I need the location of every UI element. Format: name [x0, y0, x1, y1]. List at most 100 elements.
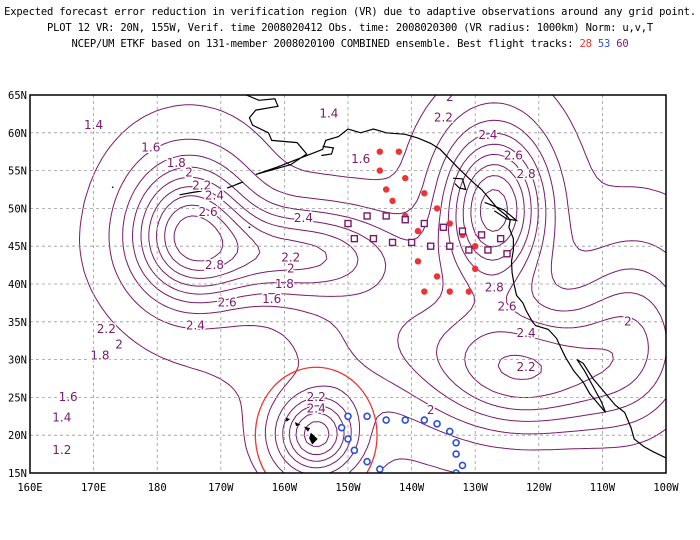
track-28-point	[472, 243, 479, 250]
contour-value-label: 2.6	[497, 299, 516, 313]
track-60-point	[477, 231, 486, 239]
track-53-point	[344, 412, 352, 421]
track-28-point	[433, 205, 441, 212]
track-60-point	[458, 227, 467, 235]
track-28-point	[446, 220, 453, 227]
contour-lines	[79, 95, 666, 473]
contour-value-label: 2.2	[307, 390, 326, 404]
coastlines	[111, 95, 666, 459]
contour-value-label: 2.4	[294, 211, 313, 225]
track-53-point	[452, 450, 460, 458]
track-28-point	[472, 265, 479, 273]
longitude-tick-label: 170E	[81, 482, 106, 494]
track-28-point	[389, 197, 396, 205]
contour-value-label: 2.4	[517, 326, 536, 340]
track-60-point	[363, 212, 371, 220]
contour-value-label: 1.2	[52, 443, 71, 457]
track-60-point	[350, 234, 359, 243]
contour-value-label: 2.2	[97, 322, 116, 336]
header-line-1: Expected forecast error reduction in ver…	[4, 6, 696, 18]
contour-value-label: 2.2	[434, 110, 453, 124]
track-53-point	[337, 423, 346, 432]
header-line-2: PLOT 12 VR: 20N, 155W, Verif. time 20080…	[46, 22, 654, 34]
verification-region-outline	[254, 366, 378, 473]
contour-value-label: 2	[446, 90, 454, 104]
track-28-point	[414, 258, 422, 265]
track-60-point	[465, 246, 473, 254]
track-28-point	[433, 273, 441, 280]
track-60-point	[407, 238, 416, 247]
track-60-point	[369, 234, 378, 243]
longitude-tick-label: 180	[148, 482, 167, 494]
contour-value-label: 2.6	[504, 148, 523, 162]
contour-line	[156, 164, 542, 447]
track-60-point	[446, 242, 454, 250]
track-53-point	[434, 478, 440, 484]
contour-line	[122, 119, 666, 473]
kauai-island	[285, 417, 291, 422]
contour-line	[148, 153, 614, 455]
longitude-tick-label: 160E	[17, 482, 42, 494]
track-60-point	[484, 246, 492, 254]
contour-value-label: 1.4	[52, 411, 71, 425]
contour-value-label: 2	[287, 262, 295, 276]
verification-region-circle	[254, 366, 378, 473]
longitude-tick-label: 130W	[463, 482, 489, 494]
track-53-point	[401, 416, 410, 424]
contour-value-label: 1.8	[167, 156, 186, 170]
contour-line	[140, 143, 649, 462]
track-28-label: 28	[579, 38, 592, 50]
longitude-tick-label: 110W	[590, 482, 616, 494]
maui-island	[303, 426, 311, 432]
track-53-point	[350, 446, 359, 455]
track-28-point	[382, 186, 390, 193]
figure-header: Expected forecast error reduction in ver…	[0, 0, 700, 52]
contour-value-label: 1.8	[421, 80, 440, 94]
track-60-point	[426, 242, 435, 250]
contour-value-label: 2.8	[517, 167, 536, 181]
track-60-label: 60	[616, 38, 629, 50]
track-28-point	[376, 148, 383, 155]
track-28-point	[402, 174, 409, 182]
track-28-point	[421, 288, 428, 295]
track-60-point	[439, 223, 448, 232]
track-53-point	[392, 472, 393, 473]
track-53-point	[363, 457, 371, 466]
plot-frame	[29, 94, 667, 474]
aleutian-islands	[226, 181, 244, 189]
latitude-tick-label: 30N	[8, 355, 27, 367]
contour-value-label: 1.6	[141, 141, 160, 155]
vancouver-island	[484, 201, 519, 222]
latitude-tick-label: 45N	[8, 241, 27, 253]
track-60-point	[503, 250, 511, 258]
longitude-tick-label: 170W	[208, 482, 234, 494]
contour-value-label: 2.8	[485, 281, 504, 295]
track-60-point	[388, 238, 397, 247]
flight-tracks	[337, 148, 511, 484]
track-53-label: 53	[597, 38, 611, 50]
track-53-point	[458, 461, 467, 470]
track-28-point	[376, 167, 383, 174]
contour-value-label: 2.4	[307, 402, 326, 416]
track-53-point	[344, 435, 352, 443]
contour-value-label: 2.4	[205, 188, 224, 202]
axis-labels: 160E 170E 180 170W 160W 150W 140W 130W 120W 110W 1…	[8, 90, 679, 494]
attu-islet	[111, 186, 114, 189]
track-60-point	[344, 219, 352, 228]
latitude-tick-label: 25N	[8, 392, 27, 404]
latitude-tick-label: 60N	[8, 128, 27, 140]
north-america-coastline	[245, 95, 666, 459]
latitude-tick-label: 55N	[8, 166, 27, 178]
contour-value-label: 2.8	[205, 258, 224, 272]
track-28-point	[421, 190, 428, 197]
longitude-tick-label: 100W	[653, 482, 679, 494]
contour-line	[164, 175, 518, 271]
track-53-point	[420, 416, 429, 424]
contour-value-label: 1.8	[275, 277, 294, 291]
track-60-point	[401, 216, 409, 224]
longitude-tick-label: 120W	[526, 482, 552, 494]
contour-labels: 1.41.61.822.22.42.62.82.62.41.41.61.822.…	[51, 80, 633, 459]
contour-value-label: 1.6	[59, 390, 78, 404]
latitude-tick-label: 15N	[8, 468, 27, 480]
